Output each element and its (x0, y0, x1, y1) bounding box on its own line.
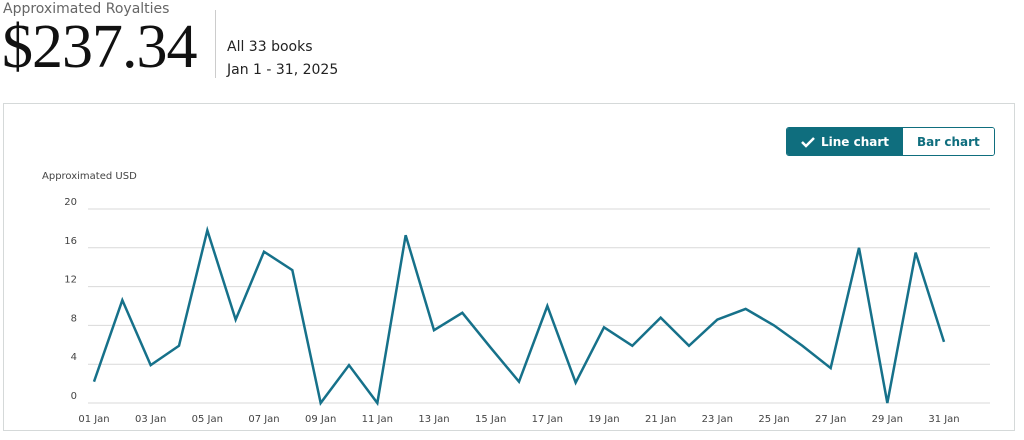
book-scope: All 33 books (227, 39, 313, 55)
toggle-label: Line chart (821, 134, 890, 149)
royalty-amount: $237.34 (2, 13, 197, 81)
toggle-option[interactable]: Line chart (787, 128, 904, 155)
check-icon (801, 136, 815, 148)
chart-panel (3, 103, 1015, 431)
chart-toggle: Line chart Bar chart (786, 127, 995, 156)
summary-label: Approximated Royalties (3, 1, 170, 17)
toggle-label: Bar chart (917, 134, 980, 149)
divider (215, 10, 216, 78)
toggle-option[interactable]: Bar chart (903, 128, 994, 155)
date-range: Jan 1 - 31, 2025 (227, 62, 339, 78)
